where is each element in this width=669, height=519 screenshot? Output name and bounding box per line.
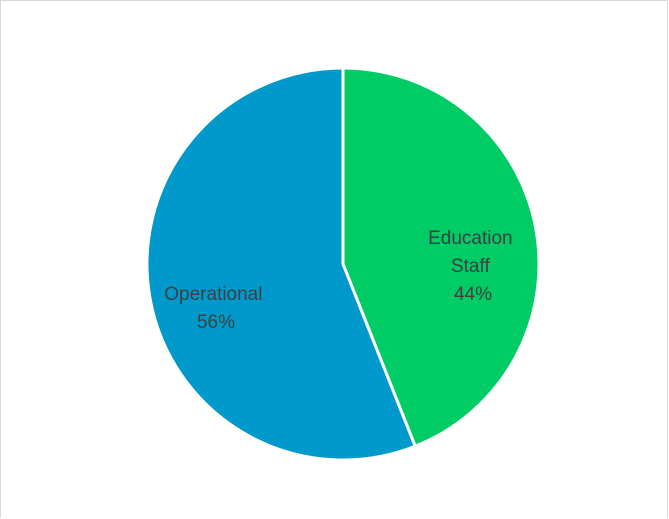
slice-label-education-staff-line1: Education xyxy=(428,228,513,249)
slice-label-operational-line1: Operational xyxy=(164,284,262,305)
pie-slice-education-staff xyxy=(341,66,541,448)
pie-slice-operational xyxy=(145,66,417,462)
slice-label-education-staff-line2: Staff xyxy=(451,256,490,277)
pie-slices xyxy=(145,66,541,462)
slice-percent-operational: 56% xyxy=(197,312,235,333)
slice-percent-education-staff: 44% xyxy=(454,284,492,305)
pie-labels: Education Staff 44% Operational 56% xyxy=(164,228,518,333)
slice-label-operational: Operational 56% xyxy=(164,284,268,333)
slice-label-education-staff: Education Staff 44% xyxy=(428,228,518,305)
